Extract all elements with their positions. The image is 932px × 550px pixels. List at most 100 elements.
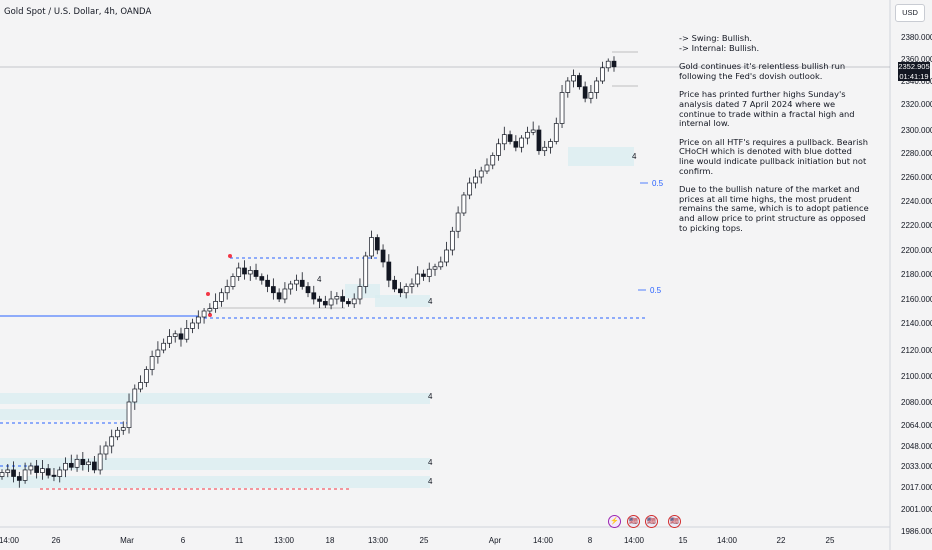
x-tick-label: 25 <box>826 536 835 545</box>
bull-candle <box>63 462 68 471</box>
bull-candle <box>519 137 524 148</box>
fib-label: 0.5 <box>650 286 662 295</box>
us-flag-icon[interactable]: 🇺🇸 <box>627 515 640 528</box>
demand-zone <box>0 409 130 420</box>
bull-candle <box>559 92 565 124</box>
bull-candle <box>449 230 455 251</box>
bull-candle <box>207 308 213 312</box>
bull-candle <box>548 141 553 148</box>
bull-candle <box>334 296 340 300</box>
bull-candle <box>426 268 432 277</box>
bull-candle <box>415 273 421 285</box>
bull-candle <box>224 286 230 294</box>
bull-candle <box>120 427 126 431</box>
y-tick-label: 2380.000 <box>901 33 932 42</box>
bull-candle <box>565 80 571 93</box>
analysis-note[interactable]: -> Swing: Bullish. -> Internal: Bullish.… <box>679 33 869 242</box>
bear-candle <box>346 301 351 305</box>
x-tick-label: 15 <box>679 536 688 545</box>
bear-candle <box>45 468 51 476</box>
bull-candle <box>138 382 143 390</box>
last-price-tag: 2352.905 01:41:19 <box>898 62 930 81</box>
y-tick-label: 2140.000 <box>901 319 932 328</box>
x-tick-label: 13:00 <box>274 536 295 545</box>
bear-candle <box>536 129 542 152</box>
bar-countdown: 01:41:19 <box>899 71 929 81</box>
bear-candle <box>271 286 276 294</box>
bull-candle <box>461 194 467 214</box>
bear-candle <box>92 461 97 471</box>
bull-candle <box>478 170 484 178</box>
bear-candle <box>68 462 74 468</box>
bear-candle <box>582 86 588 99</box>
bull-candle <box>288 283 294 290</box>
y-tick-label: 2064.000 <box>901 421 932 430</box>
note-paragraph-1: Gold continues it's relentless bullish r… <box>679 61 846 81</box>
y-tick-label: 2280.000 <box>901 149 932 158</box>
bull-candle <box>161 342 167 351</box>
bull-candle <box>28 465 34 471</box>
bear-candle <box>322 301 328 306</box>
bull-candle <box>409 283 415 287</box>
swing-point-dot <box>206 292 210 296</box>
x-tick-label: Apr <box>489 536 502 545</box>
x-tick-label: 8 <box>588 536 593 545</box>
bear-candle <box>507 134 513 142</box>
bull-candle <box>444 249 449 263</box>
bull-candle <box>115 429 120 438</box>
bull-candle <box>594 80 600 93</box>
bear-candle <box>299 279 305 287</box>
demand-zone <box>345 284 380 298</box>
y-tick-label: 2080.000 <box>901 398 932 407</box>
x-tick-label: 11 <box>235 536 244 545</box>
bull-candle <box>132 388 138 403</box>
bear-candle <box>80 458 86 466</box>
y-tick-label: 2360.000 <box>901 55 932 64</box>
bear-candle <box>392 279 397 290</box>
bear-candle <box>340 296 345 302</box>
bull-candle <box>236 267 242 277</box>
bull-candle <box>195 316 201 324</box>
bull-candle <box>432 266 438 270</box>
bull-candle <box>363 255 369 287</box>
bull-candle <box>167 336 172 344</box>
bull-candle <box>282 288 288 300</box>
bear-candle <box>398 288 403 294</box>
swing-point-dot <box>208 313 212 317</box>
note-paragraph-2: Price has printed further highs Sunday's… <box>679 89 855 129</box>
demand-zone <box>568 147 634 166</box>
y-tick-label: 1986.000 <box>901 527 932 536</box>
us-flag-icon[interactable]: 🇺🇸 <box>668 515 681 528</box>
y-tick-label: 2100.000 <box>901 372 932 381</box>
bull-candle <box>369 237 374 257</box>
bull-candle <box>5 469 11 473</box>
bear-candle <box>311 292 317 300</box>
bull-candle <box>496 143 501 156</box>
y-tick-label: 2340.000 <box>901 77 932 86</box>
y-tick-label: 2220.000 <box>901 221 932 230</box>
bear-candle <box>386 261 392 281</box>
y-tick-label: 2240.000 <box>901 197 932 206</box>
bear-candle <box>374 237 380 251</box>
bull-candle <box>605 60 611 69</box>
bull-candle <box>201 310 207 318</box>
bull-candle <box>571 75 576 82</box>
bear-candle <box>51 474 57 477</box>
currency-button[interactable]: USD <box>895 4 925 22</box>
lightning-icon[interactable]: ⚡ <box>608 515 621 528</box>
bear-candle <box>421 273 426 277</box>
y-tick-label: 2048.000 <box>901 442 932 451</box>
x-tick-label: 14:00 <box>717 536 738 545</box>
y-tick-label: 2320.000 <box>901 100 932 109</box>
bull-candle <box>230 276 236 287</box>
note-paragraph-4: Due to the bullish nature of the market … <box>679 184 869 233</box>
us-flag-icon[interactable]: 🇺🇸 <box>645 515 658 528</box>
bear-candle <box>259 276 265 281</box>
bull-candle <box>103 445 109 455</box>
bear-candle <box>11 469 16 477</box>
bull-candle <box>357 286 363 300</box>
bull-candle <box>525 131 530 139</box>
bull-candle <box>530 129 536 133</box>
bear-candle <box>253 270 259 277</box>
